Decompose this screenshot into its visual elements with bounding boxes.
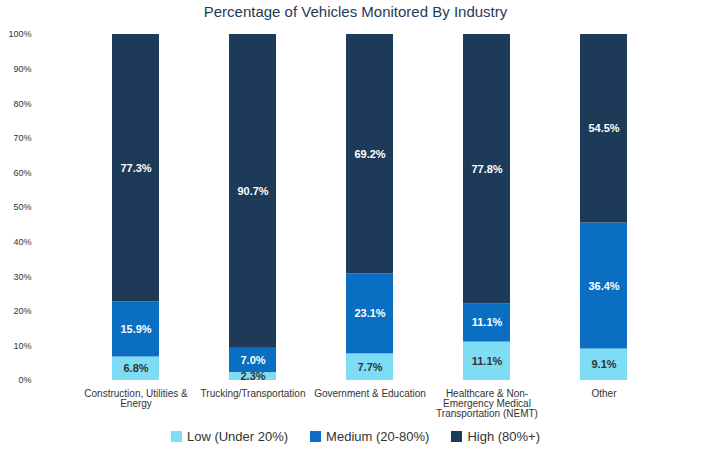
svg-text:54.5%: 54.5%: [588, 122, 619, 134]
svg-text:100%: 100%: [8, 29, 31, 39]
svg-text:90%: 90%: [13, 64, 31, 74]
svg-text:7.7%: 7.7%: [357, 361, 382, 373]
svg-text:2.3%: 2.3%: [240, 370, 265, 382]
svg-text:11.1%: 11.1%: [472, 316, 503, 328]
html-text:Medium (20-80%): Medium (20-80%): [326, 428, 430, 444]
svg-text:Government & Education: Government & Education: [314, 388, 426, 399]
svg-text:30%: 30%: [13, 272, 31, 282]
svg-text:11.1%: 11.1%: [472, 355, 503, 367]
html-text:Percentage of Vehicles Monitor: Percentage of Vehicles Monitored By Indu…: [203, 3, 508, 20]
svg-text:20%: 20%: [13, 306, 31, 316]
svg-text:15.9%: 15.9%: [120, 323, 151, 335]
html-text:High (80%+): High (80%+): [467, 428, 540, 444]
svg-text:60%: 60%: [13, 168, 31, 178]
html-text:Low (Under 20%): Low (Under 20%): [186, 428, 289, 444]
svg-text:Construction, Utilities &Energ: Construction, Utilities &Energy: [84, 388, 188, 409]
svg-text:Healthcare & Non-Emergency Med: Healthcare & Non-Emergency MedicalTransp…: [436, 388, 538, 419]
svg-text:Other: Other: [591, 388, 617, 399]
svg-text:6.8%: 6.8%: [123, 362, 148, 374]
svg-text:77.8%: 77.8%: [471, 163, 502, 175]
svg-text:7.0%: 7.0%: [240, 354, 265, 366]
svg-text:0%: 0%: [18, 375, 31, 385]
svg-text:70%: 70%: [13, 133, 31, 143]
svg-text:23.1%: 23.1%: [354, 307, 385, 319]
svg-text:10%: 10%: [13, 341, 31, 351]
svg-text:50%: 50%: [13, 202, 31, 212]
svg-text:77.3%: 77.3%: [120, 162, 151, 174]
svg-text:36.4%: 36.4%: [588, 280, 619, 292]
svg-text:90.7%: 90.7%: [237, 185, 268, 197]
svg-text:69.2%: 69.2%: [354, 148, 385, 160]
svg-text:40%: 40%: [13, 237, 31, 247]
svg-text:9.1%: 9.1%: [591, 358, 616, 370]
svg-text:80%: 80%: [13, 99, 31, 109]
svg-text:Trucking/Transportation: Trucking/Transportation: [201, 388, 306, 399]
